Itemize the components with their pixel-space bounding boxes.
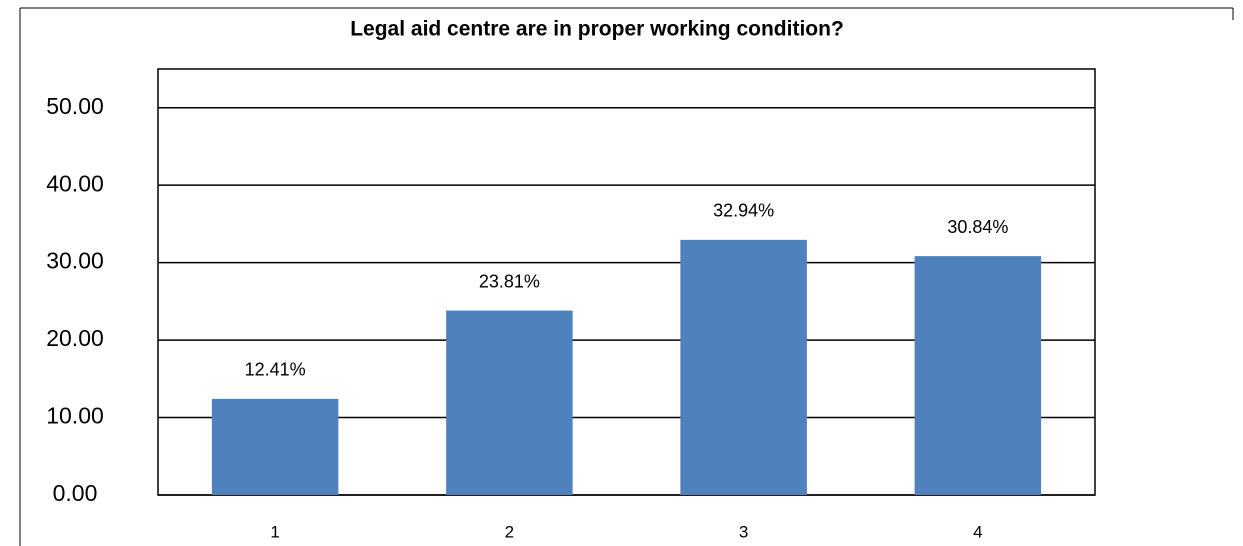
data-label: 23.81% [479,271,540,291]
y-tick-label: 0.00 [53,480,98,506]
x-tick-label: 3 [739,522,748,541]
y-tick-label: 40.00 [46,170,104,196]
bar [446,310,573,495]
chart-title: Legal aid centre are in proper working c… [350,18,844,41]
data-label: 30.84% [947,217,1008,237]
y-tick-label: 30.00 [46,248,104,274]
y-tick-label: 20.00 [46,325,104,351]
bar [680,239,807,495]
y-tick-label: 10.00 [46,403,104,429]
x-tick-label: 4 [973,522,982,541]
x-tick-label: 1 [270,522,279,541]
x-tick-label: 2 [505,522,514,541]
data-label: 32.94% [713,201,774,221]
bar [914,256,1042,495]
bar [211,398,339,495]
data-label: 12.41% [245,360,306,380]
y-tick-label: 50.00 [46,93,104,119]
